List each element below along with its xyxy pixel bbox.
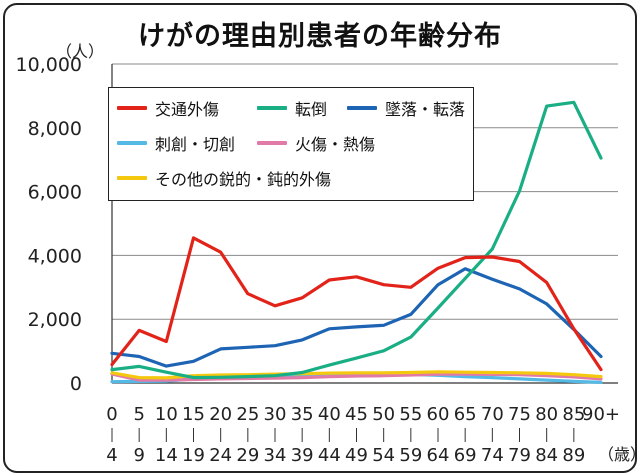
legend-label-other: その他の鋭的・鈍的外傷: [155, 170, 332, 189]
x-tick-label-top: 80: [535, 404, 558, 425]
x-tick-label-bottom: 89: [562, 445, 585, 466]
x-tick-label-bottom: 9: [133, 445, 144, 466]
x-tick-label-bottom: 29: [236, 445, 259, 466]
chart-title: けがの理由別患者の年齢分布: [138, 21, 502, 52]
x-tick-label-bottom: 84: [535, 445, 558, 466]
legend-item-stab: 刺創・切創: [117, 130, 235, 156]
legend-swatch-drop: [347, 106, 377, 110]
x-tick-label-top: 45: [345, 404, 368, 425]
x-tick-label-top: 65: [454, 404, 477, 425]
y-tick-label: 0: [70, 373, 82, 395]
x-tick-label-top: 35: [291, 404, 314, 425]
x-tick-label-bottom: 34: [264, 445, 287, 466]
x-tick-label-top: 90+: [582, 404, 620, 425]
x-tick-label-bottom: 79: [508, 445, 531, 466]
x-tick-label-top: 60: [427, 404, 450, 425]
x-tick-label-bottom: 64: [427, 445, 450, 466]
x-tick-label-bottom: 39: [291, 445, 314, 466]
x-tick-label-bottom: 74: [481, 445, 504, 466]
x-tick-label-top: 20: [209, 404, 232, 425]
legend-label-drop: 墜落・転落: [385, 100, 466, 119]
x-tick-label-top: 30: [264, 404, 287, 425]
y-tick-label: 10,000: [16, 54, 82, 76]
x-tick-label-top: 55: [399, 404, 422, 425]
legend-swatch-stab: [117, 141, 147, 145]
x-tick-label-bottom: 59: [399, 445, 422, 466]
x-tick-label-top: 10: [155, 404, 178, 425]
x-tick-label-bottom: 24: [209, 445, 232, 466]
x-tick-label-bottom: 14: [155, 445, 178, 466]
legend-item-burn: 火傷・熱傷: [257, 130, 375, 156]
series-line-1: [110, 100, 603, 380]
y-tick-label: 4,000: [28, 245, 82, 267]
legend-swatch-traffic: [117, 106, 147, 110]
x-axis-unit: （歳）: [598, 445, 640, 464]
legend-item-drop: 墜落・転落: [347, 95, 465, 121]
x-tick-label-top: 40: [318, 404, 341, 425]
legend-swatch-burn: [257, 141, 287, 145]
x-tick-label-top: 5: [133, 404, 144, 425]
x-tick-label-top: 75: [508, 404, 531, 425]
y-tick-label: 6,000: [28, 182, 82, 204]
x-tick-label-top: 25: [236, 404, 259, 425]
series-line-4: [110, 372, 603, 382]
legend-item-other: その他の鋭的・鈍的外傷: [117, 165, 331, 191]
legend-label-traffic: 交通外傷: [155, 100, 220, 119]
y-tick-label: 8,000: [28, 118, 82, 140]
x-tick-label-bottom: 4: [106, 445, 117, 466]
legend-swatch-fall: [257, 106, 287, 110]
y-axis-unit: （人）: [56, 42, 105, 61]
x-tick-label-top: 70: [481, 404, 504, 425]
legend-item-traffic: 交通外傷: [117, 95, 219, 121]
y-tick-label: 2,000: [28, 309, 82, 331]
legend-label-fall: 転倒: [295, 100, 328, 119]
legend-label-stab: 刺創・切創: [155, 135, 236, 154]
series-line-0: [110, 236, 603, 372]
x-tick-label-top: 50: [372, 404, 395, 425]
x-tick-label-bottom: 69: [454, 445, 477, 466]
legend-label-burn: 火傷・熱傷: [295, 135, 376, 154]
legend-item-fall: 転倒: [257, 95, 327, 121]
x-tick-label-top: 15: [182, 404, 205, 425]
legend: 交通外傷 転倒 墜落・転落 刺創・切創 火傷・熱傷 その他の鋭的・鈍的外傷: [108, 87, 474, 201]
x-tick-label-bottom: 54: [372, 445, 395, 466]
x-tick-label-bottom: 19: [182, 445, 205, 466]
x-tick-label-top: 85: [562, 404, 585, 425]
chart-frame: [3, 3, 637, 473]
series-line-5: [110, 370, 603, 380]
x-tick-label-bottom: 49: [345, 445, 368, 466]
x-tick-label-top: 0: [106, 404, 117, 425]
legend-swatch-other: [117, 176, 147, 180]
x-tick-label-bottom: 44: [318, 445, 341, 466]
series-line-2: [110, 267, 603, 368]
